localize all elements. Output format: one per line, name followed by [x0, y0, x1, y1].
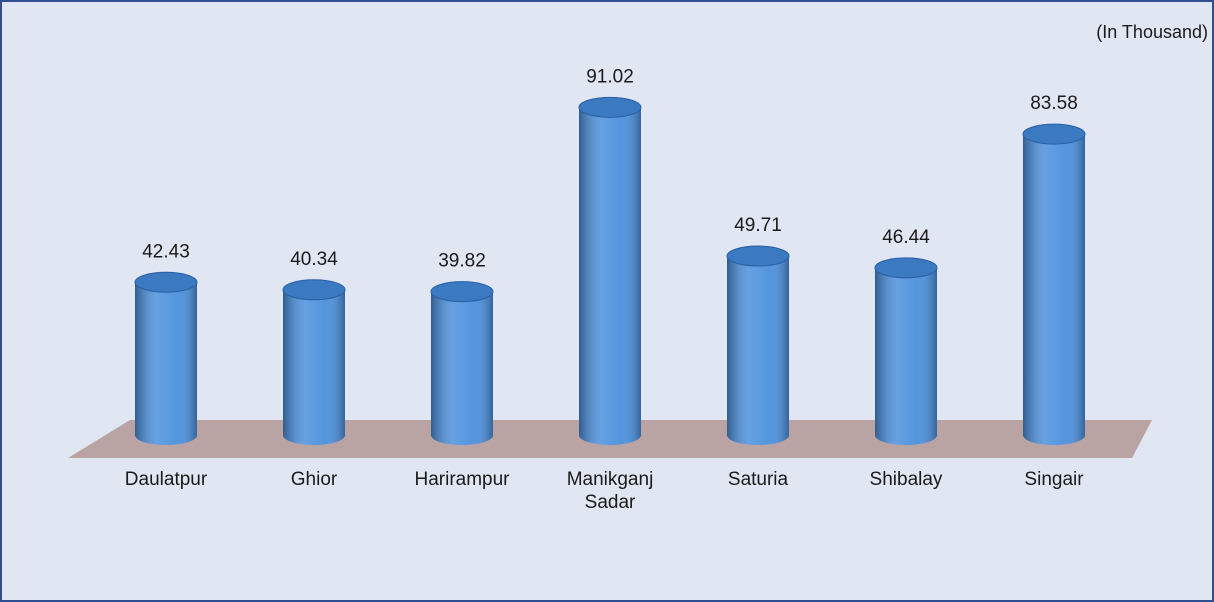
cylinder-shade [283, 289, 345, 445]
cylinder-shade [875, 267, 937, 445]
category-label: Manikganj Sadar [566, 469, 654, 513]
unit-note: (In Thousand) [1096, 22, 1208, 42]
category-label: Daulatpur [124, 469, 208, 490]
category-label: Shibalay [869, 469, 943, 490]
cylinder-top-shade [579, 97, 641, 118]
category-label: Harirampur [414, 469, 510, 490]
cylinder-shade [1023, 134, 1085, 445]
value-label: 42.43 [142, 241, 190, 262]
cylinder-top [874, 257, 938, 279]
cylinder-top [430, 281, 494, 303]
category-label: Singair [1024, 469, 1084, 490]
cylinder-top [578, 96, 642, 118]
value-label: 83.58 [1030, 93, 1078, 114]
value-label: 39.82 [438, 251, 486, 272]
cylinder-shade [727, 256, 789, 445]
cylinder-top [1022, 123, 1086, 145]
category-label: Saturia [727, 469, 789, 490]
cylinder-top-shade [727, 246, 789, 267]
cylinder-top [726, 245, 790, 267]
cylinder-top-shade [1023, 124, 1085, 145]
cylinder-top [134, 271, 198, 293]
category-label: Ghior [290, 469, 338, 490]
cylinder-shade [135, 282, 197, 445]
value-label: 40.34 [290, 249, 338, 270]
cylinder-shade [431, 291, 493, 445]
cylinder-top-shade [135, 272, 197, 293]
cylinder-top-shade [283, 279, 345, 300]
cylinder-top [282, 279, 346, 301]
cylinder-shade [579, 107, 641, 445]
cylinder-top-shade [875, 257, 937, 278]
value-label: 91.02 [586, 66, 634, 87]
value-label: 46.44 [882, 227, 930, 248]
cylinder-top-shade [431, 281, 493, 302]
value-label: 49.71 [734, 215, 782, 236]
